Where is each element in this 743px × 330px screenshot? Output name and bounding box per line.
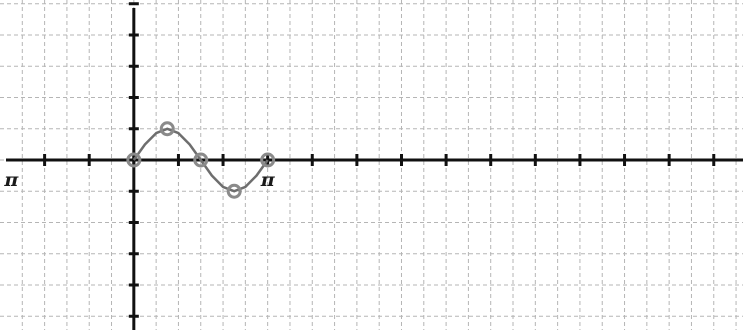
series-line	[132, 127, 269, 193]
data-point	[193, 152, 209, 168]
data-point	[226, 183, 242, 199]
highlighted-points	[126, 121, 276, 199]
data-point	[159, 121, 175, 137]
tick-labels: − ππ	[0, 169, 276, 191]
data-point	[126, 152, 142, 168]
x-tick-label: − π	[0, 169, 19, 191]
data-point	[260, 152, 276, 168]
series	[132, 127, 269, 193]
axes	[6, 8, 743, 330]
x-tick-label: π	[260, 169, 276, 191]
